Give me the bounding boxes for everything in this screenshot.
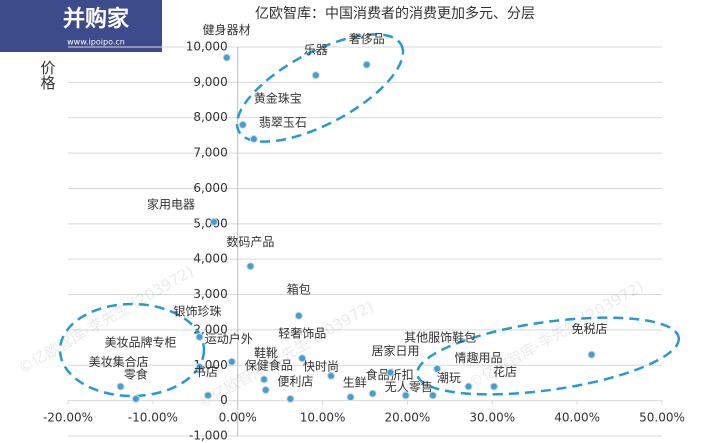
point [227, 357, 236, 366]
point [116, 382, 125, 391]
x-tick-label: -10.00% [128, 411, 178, 425]
point [464, 382, 473, 391]
annotation-ellipses [58, 33, 681, 398]
logo-box [0, 0, 162, 52]
logo: 并购家 [63, 6, 130, 32]
point [195, 332, 204, 341]
point-label: 数码产品 [226, 234, 274, 249]
x-tick-label: 10.00% [300, 411, 346, 425]
point-label: 黄金珠宝 [254, 90, 302, 105]
point [286, 394, 295, 403]
x-tick-label: 50.00% [639, 411, 685, 425]
point-label: 美妆集合店 [89, 354, 149, 369]
point [249, 134, 258, 143]
point [489, 382, 498, 391]
point [238, 120, 247, 129]
point-label: 居家日用 [371, 343, 419, 358]
point [204, 391, 213, 400]
point [327, 371, 336, 380]
point [587, 350, 596, 359]
point [386, 368, 395, 377]
point-label: 箱包 [287, 281, 311, 296]
y-tick-label: 10,000 [186, 40, 228, 54]
x-tick-label: 40.00% [554, 411, 600, 425]
y-tick-label: 4,000 [193, 252, 227, 266]
point [131, 394, 140, 403]
x-tick-label: 20.00% [385, 411, 431, 425]
point-label: 家用电器 [147, 197, 195, 212]
point-label: 生鲜 [343, 376, 367, 390]
logo-url: www.ipoipo.cn [67, 38, 125, 47]
point [195, 363, 204, 372]
point-label: 轻奢饰品 [278, 327, 326, 341]
point-label: 免税店 [572, 321, 608, 336]
y-tick-label: 7,000 [193, 146, 227, 160]
point [294, 311, 303, 320]
point [222, 53, 231, 62]
point-label: 健身器材 [203, 22, 251, 37]
y-tick-label: 2,000 [193, 322, 227, 336]
point-label: 无人零售 [385, 379, 433, 394]
y-tick-label: 9,000 [193, 75, 227, 89]
point-label: 银饰珍珠 [174, 304, 222, 318]
point [428, 391, 437, 400]
point-label: 书店 [194, 365, 218, 379]
point [246, 262, 255, 271]
chart-title: 亿欧智库：中国消费者的消费更加多元、分层 [255, 5, 535, 22]
point-label: 保健食品 [245, 358, 293, 373]
point [346, 393, 355, 402]
point [433, 364, 442, 373]
point-label: 零食 [124, 366, 148, 381]
point [209, 218, 218, 227]
point [368, 389, 377, 398]
point-label: 快时尚 [303, 359, 339, 373]
y-tick-label: 8,000 [193, 110, 227, 124]
point-label: 潮玩 [437, 370, 461, 385]
point [401, 391, 410, 400]
y-tick-label: 0 [220, 393, 228, 407]
point-label: 翡翠玉石 [259, 115, 307, 129]
point-label: 乐器 [304, 43, 328, 57]
y-tick-label: 3,000 [193, 287, 227, 301]
point [362, 60, 371, 69]
y-tick-label: -1,000 [189, 429, 228, 443]
point [311, 71, 320, 80]
point-label: 奢侈品 [349, 32, 385, 46]
point-label: 情趣用品 [455, 350, 503, 365]
point-label: 花店 [493, 364, 517, 379]
x-tick-label: -20.00% [43, 411, 93, 425]
point-label: 其他服饰鞋包 [404, 329, 476, 344]
point [260, 375, 269, 384]
point-label: 便利店 [277, 374, 313, 388]
point-label: 美妆品牌专柜 [105, 335, 177, 350]
point-label: 鞋靴 [254, 345, 278, 360]
y-tick-label: 6,000 [193, 181, 227, 195]
x-tick-label: 30.00% [469, 411, 515, 425]
y-axis-title: 价格 [39, 60, 57, 90]
point [298, 354, 307, 363]
point-label: 运动户外 [205, 331, 253, 346]
point [261, 386, 270, 395]
